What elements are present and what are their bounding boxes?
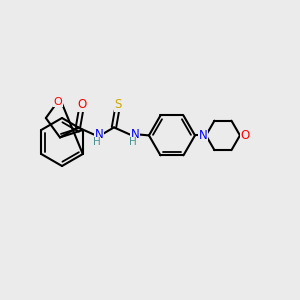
Text: N: N xyxy=(94,128,103,141)
Text: S: S xyxy=(114,98,122,111)
Text: H: H xyxy=(93,137,101,147)
Text: O: O xyxy=(54,97,62,106)
Text: O: O xyxy=(240,129,250,142)
Text: O: O xyxy=(77,98,87,111)
Text: N: N xyxy=(130,128,139,141)
Text: H: H xyxy=(129,137,137,147)
Text: N: N xyxy=(199,129,207,142)
